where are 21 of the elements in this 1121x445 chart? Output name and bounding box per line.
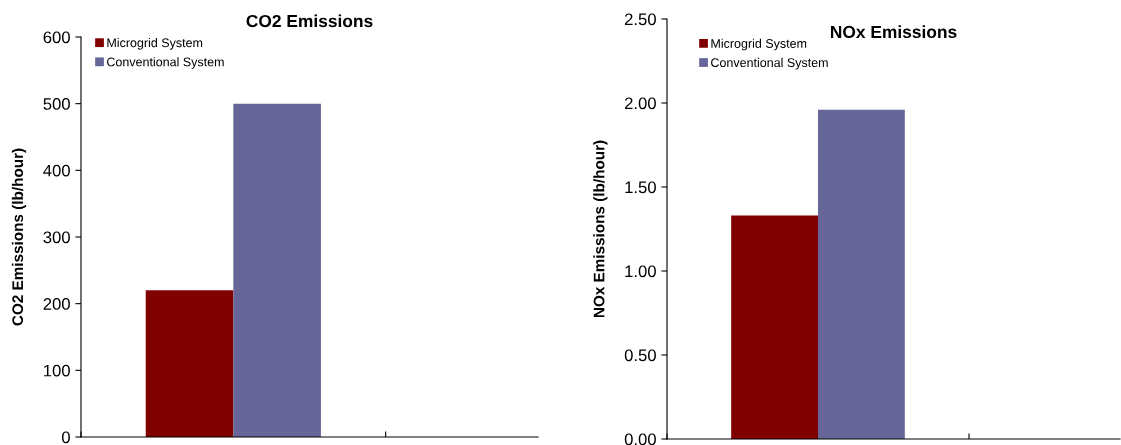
- y-tick-label: 200: [43, 298, 70, 310]
- y-tick-label: 0.00: [624, 433, 656, 445]
- y-tick-label: 400: [43, 164, 70, 177]
- y-tick-label: 1.00: [625, 265, 656, 278]
- legend-label: Conventional System: [107, 57, 224, 69]
- legend-label: Microgrid System: [107, 38, 203, 50]
- y-tick-label: 0.50: [624, 349, 656, 362]
- y-tick-label: 2.00: [624, 97, 656, 110]
- legend-label: Conventional System: [711, 57, 828, 70]
- chart-title: NOx Emissions: [830, 25, 957, 39]
- chart-title: CO2 Emissions: [246, 14, 373, 28]
- y-tick-label: 600: [43, 31, 70, 44]
- y-tick-label: 2.50: [624, 13, 656, 26]
- y-tick-label: 500: [43, 98, 70, 110]
- y-axis-title: NOx Emissions (lb/hour): [593, 140, 608, 318]
- y-tick-label: 300: [43, 231, 70, 244]
- legend-label: Microgrid System: [711, 38, 807, 51]
- y-tick-label: 100: [44, 364, 70, 377]
- y-tick-label: 1.50: [625, 181, 656, 194]
- y-axis-title: CO2 Emissions (lb/hour): [11, 148, 27, 326]
- y-tick-label: 0: [61, 431, 70, 444]
